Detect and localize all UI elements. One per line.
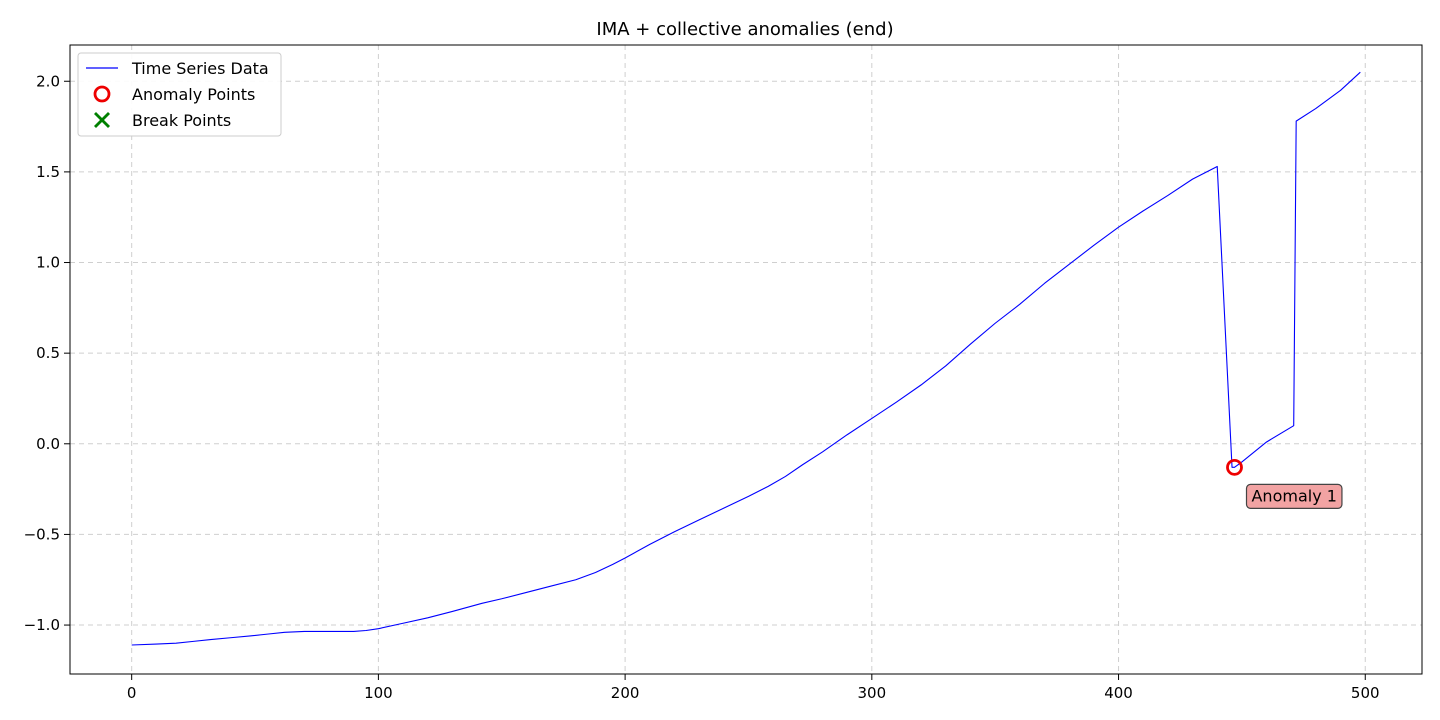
annotation-label: Anomaly 1 (1251, 486, 1336, 505)
y-tick-label: 0.5 (36, 344, 60, 362)
legend: Time Series Data Anomaly Points Break Poin… (77, 52, 282, 137)
grid-lines (70, 45, 1422, 674)
annotation-layer: Anomaly 1 (1245, 483, 1343, 509)
y-tick-label: −1.0 (24, 616, 60, 634)
x-axis-ticks: 0 100 200 300 400 500 (127, 674, 1380, 702)
x-tick-label: 400 (1104, 684, 1133, 702)
x-tick-label: 300 (858, 684, 887, 702)
plot-frame (69, 44, 1423, 675)
y-tick-label: 2.0 (36, 72, 60, 90)
series-line-time-series-data (131, 71, 1361, 646)
legend-circle-swatch (93, 85, 111, 103)
y-tick-label: 0.0 (36, 435, 60, 453)
series-layer (131, 71, 1361, 646)
x-tick-label: 500 (1351, 684, 1380, 702)
x-tick-label: 200 (611, 684, 640, 702)
y-tick-label: 1.5 (36, 163, 60, 181)
x-tick-label: 0 (127, 684, 137, 702)
anomaly-point (1226, 458, 1243, 476)
anomaly-annotation: Anomaly 1 (1245, 483, 1343, 509)
legend-box (77, 52, 282, 137)
legend-label: Anomaly Points (132, 85, 255, 104)
y-tick-label: −0.5 (24, 525, 60, 543)
legend-label: Break Points (132, 111, 231, 130)
x-tick-label: 100 (364, 684, 393, 702)
legend-x-swatch (94, 112, 110, 128)
legend-label: Time Series Data (131, 59, 269, 78)
chart-title: IMA + collective anomalies (end) (596, 19, 893, 40)
anomaly-layer (1226, 458, 1243, 476)
y-tick-label: 1.0 (36, 254, 60, 272)
annotation-box (1245, 483, 1343, 509)
y-axis-ticks: −1.0 −0.5 0.0 0.5 1.0 1.5 2.0 (24, 72, 70, 634)
